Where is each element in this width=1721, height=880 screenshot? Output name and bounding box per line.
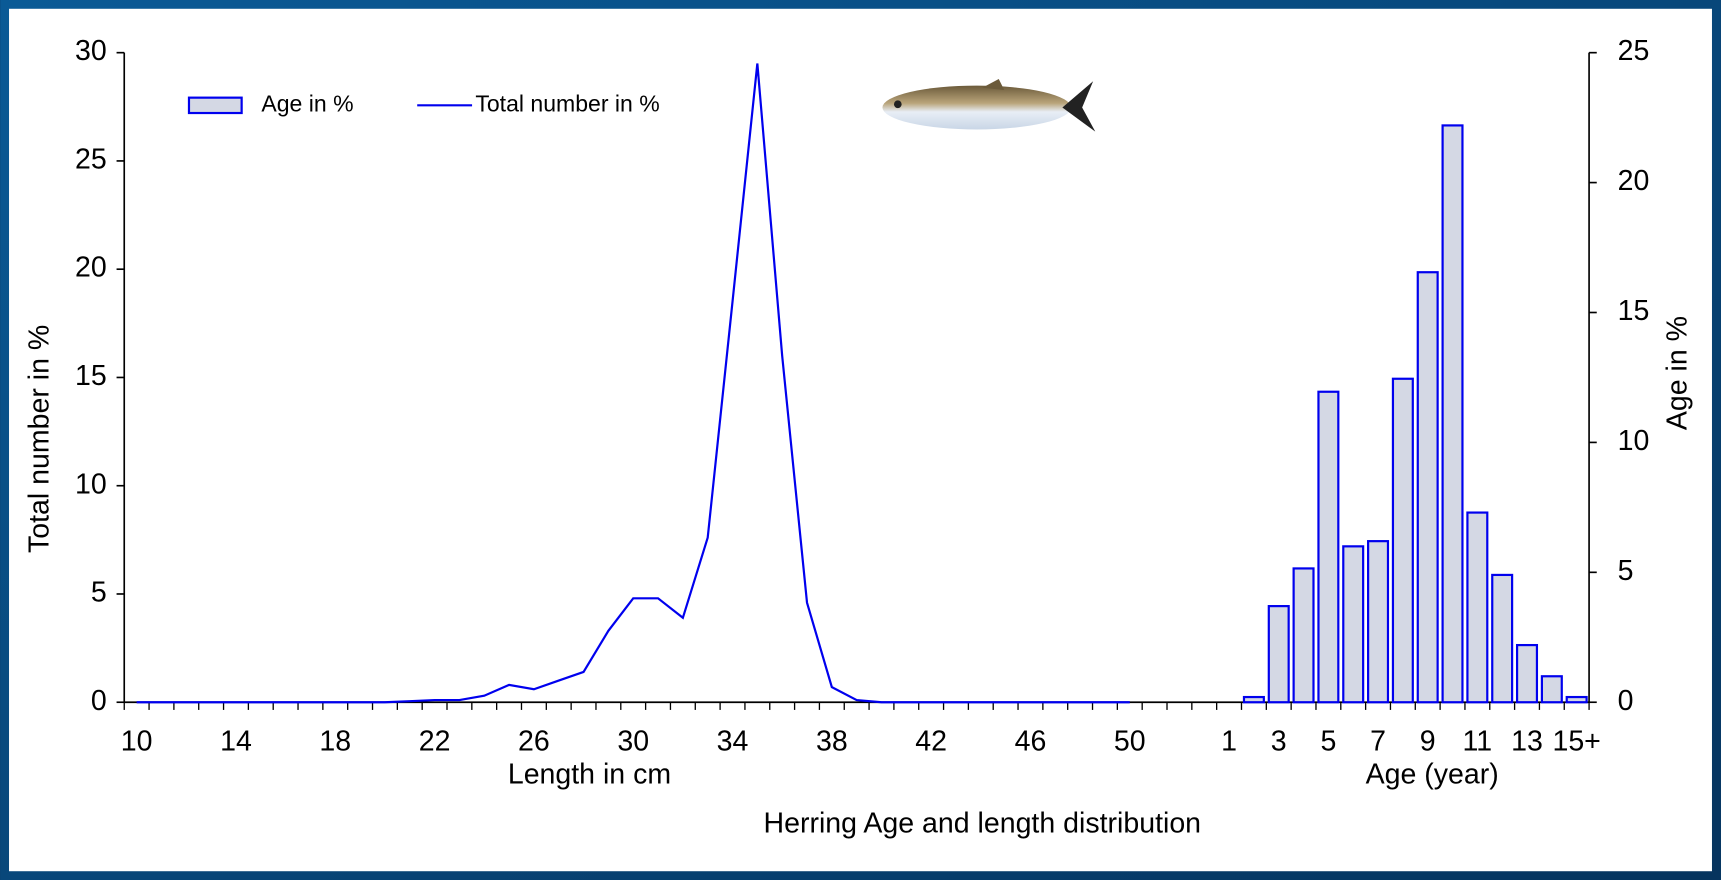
y-tick-label: 0 <box>91 685 107 717</box>
x-axis-title: Length in cm <box>508 758 671 790</box>
x-tick-label: 30 <box>617 725 649 757</box>
bar <box>1492 575 1512 702</box>
bar <box>1542 676 1562 702</box>
legend-label: Total number in % <box>475 90 659 116</box>
bar <box>1368 541 1388 702</box>
x-tick-label: 14 <box>220 725 252 757</box>
x-tick-label: 38 <box>816 725 848 757</box>
x-tick-label: 13 <box>1511 725 1543 757</box>
legend-swatch <box>189 98 242 113</box>
bar <box>1567 697 1587 702</box>
x-tick-label: 50 <box>1114 725 1146 757</box>
y-tick-label: 30 <box>75 35 107 67</box>
x-tick-label: 9 <box>1420 725 1436 757</box>
x-tick-label: 42 <box>915 725 947 757</box>
y2-tick-label: 5 <box>1618 555 1634 587</box>
x-tick-label: 46 <box>1015 725 1047 757</box>
bar <box>1517 645 1537 702</box>
bar <box>1318 392 1338 702</box>
bar <box>1294 568 1314 702</box>
y2-tick-label: 25 <box>1618 35 1650 67</box>
x-axis-title: Age (year) <box>1366 758 1499 790</box>
y2-tick-label: 15 <box>1618 295 1650 327</box>
bar <box>1269 606 1289 702</box>
y2-axis-title: Age in % <box>1662 316 1694 430</box>
bar <box>1244 697 1264 702</box>
y2-tick-label: 0 <box>1618 685 1634 717</box>
chart: Herring Age and length distribution Leng… <box>0 0 1721 880</box>
y-tick-label: 25 <box>75 143 107 175</box>
x-tick-label: 3 <box>1271 725 1287 757</box>
y-tick-label: 5 <box>91 577 107 609</box>
y2-tick-label: 20 <box>1618 165 1650 197</box>
bar <box>1343 546 1363 702</box>
x-tick-label: 18 <box>319 725 351 757</box>
x-tick-label: 26 <box>518 725 550 757</box>
page: {"chart_data": { "type": "combo", "title… <box>0 0 1721 880</box>
x-tick-label: 11 <box>1463 725 1493 757</box>
y-tick-label: 15 <box>75 360 107 392</box>
x-tick-label: 34 <box>717 725 749 757</box>
y2-tick-label: 10 <box>1618 425 1650 457</box>
bar <box>1393 379 1413 702</box>
x-tick-label: 15+ <box>1552 725 1600 757</box>
bar <box>1418 272 1438 702</box>
x-tick-label: 1 <box>1221 725 1237 757</box>
x-tick-label: 10 <box>121 725 153 757</box>
legend-label: Age in % <box>261 90 353 116</box>
bar <box>1443 125 1463 702</box>
y-tick-label: 10 <box>75 468 107 500</box>
x-tick-label: 22 <box>419 725 451 757</box>
y-axis-title: Total number in % <box>23 325 55 553</box>
chart-title: Herring Age and length distribution <box>764 808 1202 840</box>
x-tick-label: 7 <box>1370 725 1386 757</box>
x-tick-label: 5 <box>1320 725 1336 757</box>
bar <box>1467 513 1487 703</box>
y-tick-label: 20 <box>75 252 107 284</box>
